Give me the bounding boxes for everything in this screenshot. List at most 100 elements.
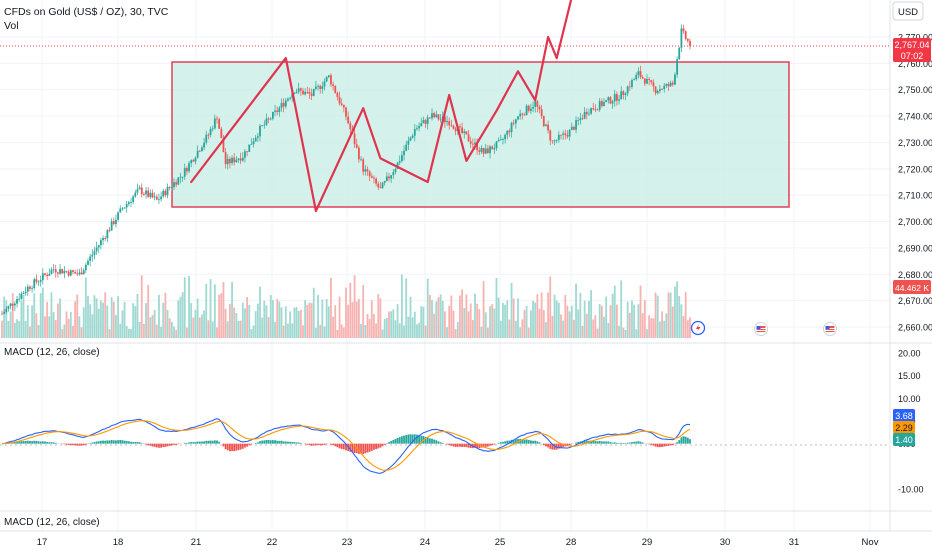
price-tick-label: 2,700.00 [898,217,932,227]
candle-body [484,148,487,154]
volume-bar [536,294,539,338]
volume-bar [383,318,386,338]
volume-badge: 44.462 K [893,280,931,294]
macd-histogram-bar [635,441,638,444]
macd-histogram-bar [93,442,96,444]
volume-bar [480,326,483,338]
currency-button[interactable]: USD [892,1,924,21]
macd-histogram-bar [246,443,248,447]
volume-bar [596,328,599,338]
drawn-zigzag-pattern[interactable] [190,0,578,213]
macd-histogram-bar [368,443,371,452]
volume-bar [276,299,279,338]
volume-bar [497,297,500,338]
us-flag-event-icon[interactable] [754,322,768,336]
volume-bar [110,297,113,338]
lightning-event-icon[interactable] [690,320,706,336]
macd-histogram-bar [420,435,423,444]
candle-body [439,118,442,120]
volume-bar [566,305,569,338]
volume-bar [259,286,261,338]
candle-body [104,238,107,239]
candle-body [203,142,205,148]
macd-histogram-bar [312,443,315,446]
volume-legend[interactable]: Vol [4,20,19,32]
candle-body [248,144,251,152]
volume-bar [405,278,408,338]
macd-histogram-bar [383,443,386,445]
volume-bar [416,324,418,338]
candle-body [613,94,616,102]
volume-bar [263,300,266,338]
macd-histogram-bar [201,441,203,444]
time-tick-label: 25 [495,537,506,548]
volume-bar [418,322,420,338]
volume-bar [514,320,517,338]
price-tick-label: 2,760.00 [898,59,932,69]
macd-histogram-bar [469,443,472,449]
volume-bar [390,311,393,338]
candle-body [110,221,113,231]
volume-bar [323,326,326,338]
volume-bar [463,307,466,338]
candle-body [334,86,337,94]
consolidation-range-box[interactable] [171,61,790,208]
macd-histogram-bar [29,440,31,444]
candle-body [631,80,633,87]
volume-bar [674,286,676,338]
candle-body [530,108,532,111]
volume-bar [631,300,633,338]
macd-histogram-bar [360,443,362,454]
candle-body [117,212,119,220]
volume-bar [183,277,186,338]
macd-title-secondary[interactable]: MACD (12, 26, close) [4,517,100,528]
macd-histogram-bar [654,443,657,447]
macd-title[interactable]: MACD (12, 26, close) [4,347,100,358]
candle-body [538,106,541,110]
macd-histogram-bar [106,440,109,444]
candle-body [446,121,448,123]
macd-histogram-bar [585,440,588,444]
volume-bar [155,324,158,338]
candle-body [588,113,590,115]
candle-body [564,133,567,135]
macd-histogram-bar [209,440,212,444]
candle-body [370,176,373,178]
candle-body [5,308,8,313]
volume-bar [67,318,70,338]
macd-histogram-bar [310,443,313,446]
macd-histogram-bar [499,442,502,444]
price-axis[interactable]: 2,770.00 2,760.00 2,750.00 2,740.00 2,730.00… [898,33,932,333]
volume-bar [22,294,25,338]
volume-bar [147,285,150,338]
macd-histogram-bar [527,440,530,444]
macd-histogram-bar [684,436,687,444]
volume-bar [499,320,502,338]
macd-histogram-bar [532,440,534,444]
time-tick-label: 18 [113,537,124,548]
candle-body [196,150,199,158]
macd-histogram-bar [278,440,281,444]
macd-histogram-bar [611,442,614,444]
macd-histogram-bar [50,442,53,444]
candle-body [353,133,356,145]
signal-line [1,420,691,471]
symbol-title[interactable]: CFDs on Gold (US$ / OZ), 30, TVC [4,6,169,18]
price-tick-label: 2,690.00 [898,243,932,253]
volume-bar [628,312,631,338]
us-flag-event-icon[interactable] [823,322,837,336]
macd-tick-label: 15.00 [898,371,921,381]
volume-bar [607,322,610,338]
macd-histogram-bar [626,442,629,444]
volume-bar [26,305,29,338]
volume-bar [446,327,448,338]
candle-body [590,108,592,114]
volume-bar [665,313,668,338]
candle-body [368,171,371,177]
macd-histogram-bar [538,442,541,444]
time-axis[interactable]: 17 18 21 22 23 24 25 28 29 30 31 Nov [37,537,879,548]
volume-bar [205,283,208,338]
macd-histogram-bar [269,440,272,444]
volume-bar [91,314,94,338]
